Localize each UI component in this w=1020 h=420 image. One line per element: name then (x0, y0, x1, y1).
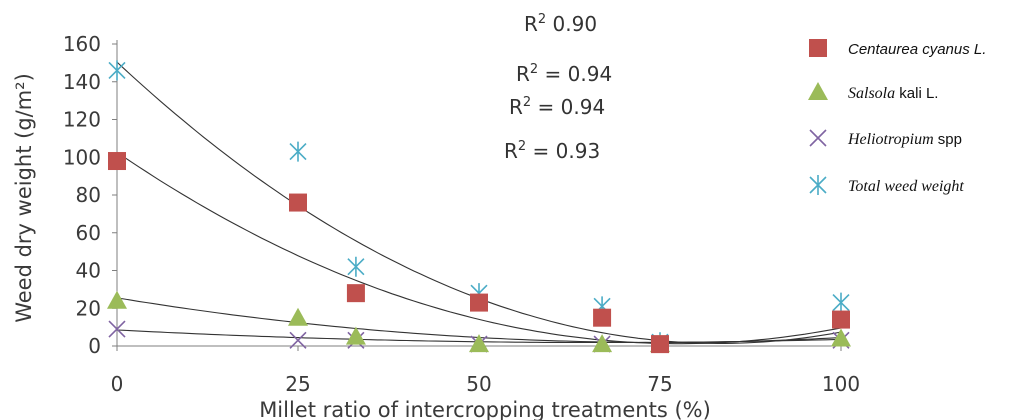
data-point (832, 292, 850, 313)
data-point (289, 141, 307, 162)
data-point (289, 193, 307, 212)
data-point (469, 334, 489, 353)
data-point (592, 334, 613, 353)
legend-triangle-icon (808, 82, 828, 100)
legend-label: Centaurea cyanus L. (848, 41, 986, 58)
x-tick-label: 0 (111, 372, 124, 396)
r-squared-label: R2 0.90 (524, 12, 597, 36)
r-squared-label: R2 = 0.93 (504, 139, 600, 163)
data-point (347, 256, 365, 277)
legend-square-icon (809, 39, 827, 57)
legend-label: Heliotropium spp (847, 131, 962, 148)
axes: 0 20 40 60 80 100 120 140 160 0 25 50 75 100 (63, 32, 860, 396)
y-tick-label: 160 (63, 32, 101, 56)
data-point (832, 310, 850, 329)
x-axis-title: Millet ratio of intercropping treatments… (259, 398, 711, 420)
y-tick-label: 100 (63, 145, 101, 169)
y-tick-label: 60 (76, 221, 101, 245)
data-point (346, 284, 365, 303)
data-point (289, 331, 307, 349)
legend-asterisk-icon (809, 175, 827, 195)
x-tick-label: 25 (285, 372, 310, 396)
y-tick-label: 140 (63, 70, 101, 94)
y-tick-label: 20 (76, 296, 101, 320)
y-axis-title: Weed dry weight (g/m²) (12, 73, 36, 323)
data-point (107, 290, 127, 309)
trendline (116, 151, 842, 345)
legend: Centaurea cyanus L. Salsola kali L. Heliot… (808, 39, 986, 195)
r-squared-annotations: R2 0.90 R2 = 0.94 R2 = 0.94 R2 = 0.93 (504, 12, 612, 163)
data-point (593, 308, 612, 327)
data-point (288, 307, 308, 326)
r-squared-label: R2 = 0.94 (516, 62, 612, 86)
x-tick-label: 75 (647, 372, 672, 396)
y-tick-label: 40 (76, 259, 101, 283)
x-tick-label: 50 (466, 372, 491, 396)
data-point (831, 328, 851, 347)
data-point (108, 152, 126, 171)
r-squared-label: R2 = 0.94 (509, 95, 605, 119)
data-point (651, 335, 669, 354)
y-tick-label: 0 (88, 334, 101, 358)
y-tick-label: 120 (63, 108, 101, 132)
legend-label: Total weed weight (848, 178, 964, 195)
data-point (108, 60, 126, 81)
x-tick-label: 100 (822, 372, 860, 396)
legend-label: Salsola kali L. (848, 85, 938, 102)
data-point (108, 320, 126, 338)
data-points (107, 60, 851, 354)
data-point (345, 326, 366, 345)
y-tick-label: 80 (76, 183, 101, 207)
data-point (470, 293, 488, 312)
legend-x-icon (809, 129, 827, 147)
